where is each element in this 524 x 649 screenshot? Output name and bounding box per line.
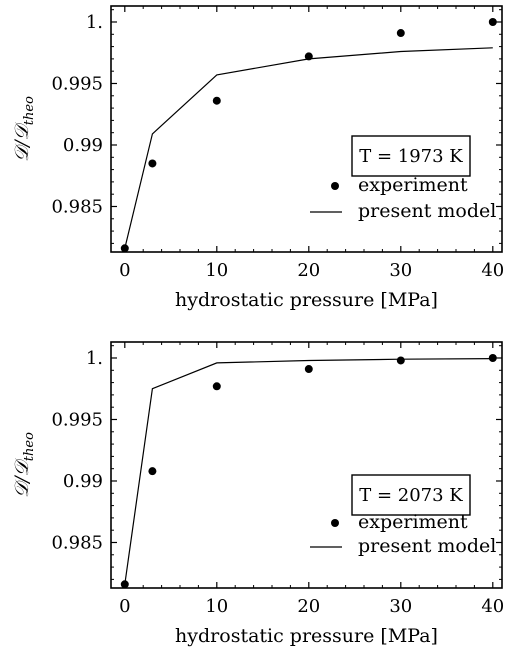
experiment-point <box>212 382 221 391</box>
x-tick-label: 0 <box>119 260 130 281</box>
legend-label-model: present model <box>358 535 496 557</box>
plot-frame <box>110 5 503 253</box>
y-tick-label: 0.985 <box>51 196 103 217</box>
y-tick-label: 0.985 <box>51 532 103 553</box>
experiment-point <box>488 353 497 362</box>
model-line <box>124 358 493 585</box>
x-tick-label: 40 <box>481 596 504 617</box>
legend-marker-experiment <box>331 182 339 190</box>
temperature-label: T = 2073 K <box>359 485 463 506</box>
temperature-box <box>351 135 471 177</box>
legend-label-experiment: experiment <box>358 511 468 533</box>
y-tick-label: 0.99 <box>63 135 103 156</box>
y-tick-label: 0.995 <box>51 73 103 94</box>
experiment-point <box>148 467 157 476</box>
experiment-point <box>120 580 129 589</box>
x-tick-label: 10 <box>205 260 228 281</box>
chart-panel-2: 0 10 20 30 40 0.985 0.99 0.995 1. hydrostatic pre… <box>11 341 504 647</box>
y-tick-label: 0.995 <box>51 409 103 430</box>
experiment-point <box>212 96 221 105</box>
temperature-label: T = 1973 K <box>359 146 463 167</box>
legend-label-model: present model <box>358 200 496 222</box>
x-tick-label: 40 <box>481 260 504 281</box>
experiment-point <box>396 29 405 38</box>
x-tick-label: 10 <box>205 596 228 617</box>
y-axis-label: 𝒟/𝒟theo <box>11 96 37 162</box>
x-axis-label: hydrostatic pressure [MPa] <box>175 289 438 311</box>
y-tick-label: 1. <box>86 348 103 369</box>
chart-panel-1: 0 10 20 30 40 0.985 0.99 0.995 1. hydrostatic pre… <box>11 5 504 311</box>
experiment-point <box>120 244 129 253</box>
legend-marker-experiment <box>331 519 339 527</box>
x-tick-label: 20 <box>297 260 320 281</box>
x-tick-label: 0 <box>119 596 130 617</box>
plot-frame <box>110 341 503 589</box>
experiment-point <box>396 356 405 365</box>
legend-label-experiment: experiment <box>358 174 468 196</box>
y-tick-label: 0.99 <box>63 471 103 492</box>
y-tick-label: 1. <box>86 12 103 33</box>
experiment-point <box>148 159 157 168</box>
experiment-point <box>304 365 313 374</box>
x-tick-label: 30 <box>389 596 412 617</box>
model-line <box>124 47 493 249</box>
x-axis-label: hydrostatic pressure [MPa] <box>175 625 438 647</box>
x-tick-label: 20 <box>297 596 320 617</box>
temperature-box <box>351 474 471 516</box>
x-tick-label: 30 <box>389 260 412 281</box>
y-axis-label: 𝒟/𝒟theo <box>11 432 37 498</box>
experiment-point <box>488 17 497 26</box>
